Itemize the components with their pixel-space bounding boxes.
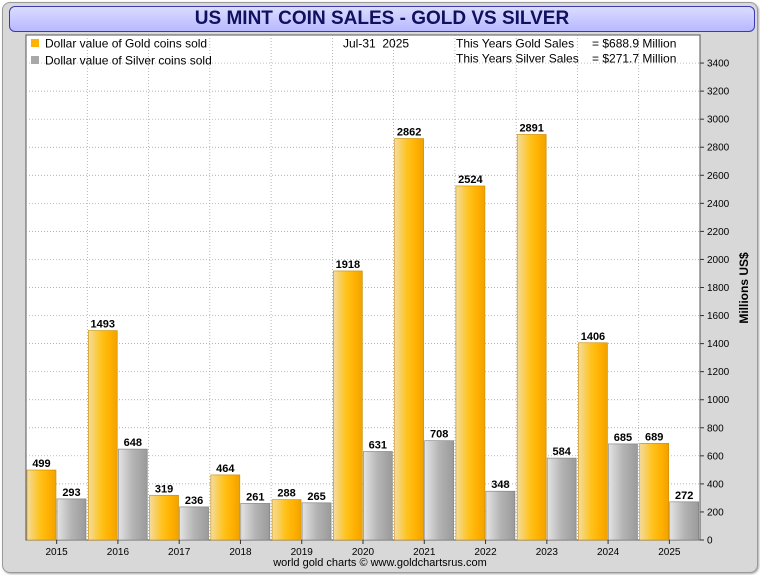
y-tick-label: 400 — [707, 479, 724, 490]
silver-bar-value-label: 293 — [62, 487, 80, 499]
gold-bar — [516, 134, 547, 541]
legend-label-gold: Dollar value of Gold coins sold — [45, 37, 207, 51]
gold-bar — [578, 342, 608, 541]
x-tick-label: 2024 — [597, 547, 620, 558]
y-tick-label: 1200 — [707, 367, 730, 378]
gold-bar-value-label: 2524 — [458, 174, 483, 186]
x-tick-label: 2023 — [536, 547, 559, 558]
y-tick-label: 2000 — [707, 255, 730, 266]
y-tick-label: 800 — [707, 423, 724, 434]
silver-bar — [179, 506, 209, 541]
credit-text: world gold charts © www.goldchartsrus.co… — [273, 557, 487, 569]
silver-bar — [669, 501, 700, 541]
x-tick-label: 2021 — [413, 547, 436, 558]
silver-bar — [485, 490, 516, 541]
y-tick-label: 2200 — [707, 227, 730, 238]
y-tick-label: 1800 — [707, 283, 730, 294]
legend-swatch-silver — [31, 56, 39, 64]
y-tick-label: 2400 — [707, 199, 730, 210]
gold-bar-value-label: 1493 — [91, 319, 115, 331]
gold-bar-value-label: 1406 — [581, 331, 605, 343]
x-tick-label: 2022 — [474, 547, 497, 558]
silver-bar — [240, 503, 271, 541]
x-tick-label: 2018 — [229, 547, 252, 558]
gold-bar — [149, 494, 179, 541]
y-tick-label: 1000 — [707, 395, 730, 406]
gold-bar — [26, 469, 57, 541]
silver-bar — [424, 440, 454, 541]
legend: Dollar value of Gold coins sold Dollar v… — [31, 37, 212, 68]
x-tick-label: 2017 — [168, 547, 191, 558]
summary-gold-value: = $688.9 Million — [592, 37, 676, 51]
summary-gold-label: This Years Gold Sales — [456, 37, 574, 51]
gold-bar — [333, 270, 363, 541]
silver-bar-value-label: 631 — [369, 439, 387, 451]
legend-label-silver: Dollar value of Silver coins sold — [45, 54, 212, 68]
gold-bar-value-label: 288 — [277, 488, 295, 500]
y-tick-label: 0 — [707, 536, 713, 547]
silver-bar-value-label: 648 — [124, 437, 142, 449]
gold-bar-value-label: 499 — [32, 458, 50, 470]
x-tick-label: 2025 — [658, 547, 681, 558]
bar-layer — [26, 134, 700, 541]
gold-bar-value-label: 2862 — [397, 127, 421, 139]
silver-bar — [56, 498, 87, 541]
silver-bar — [117, 448, 148, 541]
legend-swatch-gold — [31, 39, 39, 47]
gold-bar-value-label: 689 — [645, 431, 663, 443]
y-tick-label: 2600 — [707, 171, 730, 182]
silver-bar-value-label: 685 — [614, 432, 632, 444]
gold-bar-value-label: 2891 — [519, 122, 543, 134]
gold-bar — [87, 330, 118, 541]
x-tick-label: 2019 — [291, 547, 314, 558]
chart-title: US MINT COIN SALES - GOLD VS SILVER — [194, 8, 570, 29]
silver-bar-value-label: 348 — [491, 479, 509, 491]
silver-bar — [363, 451, 393, 541]
silver-bar-value-label: 584 — [553, 446, 572, 458]
label-layer: 499 293 1493 648 319 236 464 261 288 265 1918 631 28… — [32, 122, 693, 506]
silver-bar — [301, 502, 332, 541]
y-tick-label: 3000 — [707, 115, 730, 126]
gold-bar — [210, 474, 241, 541]
silver-bar-value-label: 708 — [430, 429, 448, 441]
gold-bar-value-label: 319 — [155, 483, 173, 495]
silver-bar-value-label: 272 — [675, 490, 693, 502]
title-bar: US MINT COIN SALES - GOLD VS SILVER — [9, 6, 755, 32]
silver-bar-value-label: 265 — [307, 491, 325, 503]
summary-silver-value: = $271.7 Million — [592, 52, 676, 66]
y-tick-label: 200 — [707, 507, 724, 518]
y-tick-label: 1600 — [707, 311, 730, 322]
axis-layer: 0 200 400 600 800 1000 1200 1400 1600 1800 2000 220… — [46, 59, 730, 558]
y-tick-label: 3200 — [707, 87, 730, 98]
summary-silver-label: This Years Silver Sales — [456, 52, 579, 66]
gold-bar — [271, 499, 302, 541]
x-tick-label: 2016 — [107, 547, 130, 558]
gold-bar-value-label: 464 — [216, 463, 235, 475]
y-tick-label: 3400 — [707, 59, 730, 70]
silver-bar — [608, 443, 638, 541]
chart-date: Jul-31 2025 — [343, 37, 409, 51]
silver-bar — [546, 457, 577, 541]
y-tick-label: 600 — [707, 451, 724, 462]
silver-bar-value-label: 261 — [246, 491, 264, 503]
y-axis-label: Millions US$ — [737, 252, 751, 324]
gold-bar — [639, 443, 670, 541]
gold-bar — [394, 138, 424, 541]
gold-bar-value-label: 1918 — [336, 259, 360, 271]
y-tick-label: 2800 — [707, 143, 730, 154]
silver-bar-value-label: 236 — [185, 495, 203, 507]
y-tick-label: 1400 — [707, 339, 730, 350]
summary-block: This Years Gold Sales = $688.9 Million T… — [456, 37, 676, 66]
x-tick-label: 2020 — [352, 547, 375, 558]
x-tick-label: 2015 — [46, 547, 69, 558]
grid-layer — [26, 35, 700, 540]
gold-bar — [455, 185, 486, 541]
